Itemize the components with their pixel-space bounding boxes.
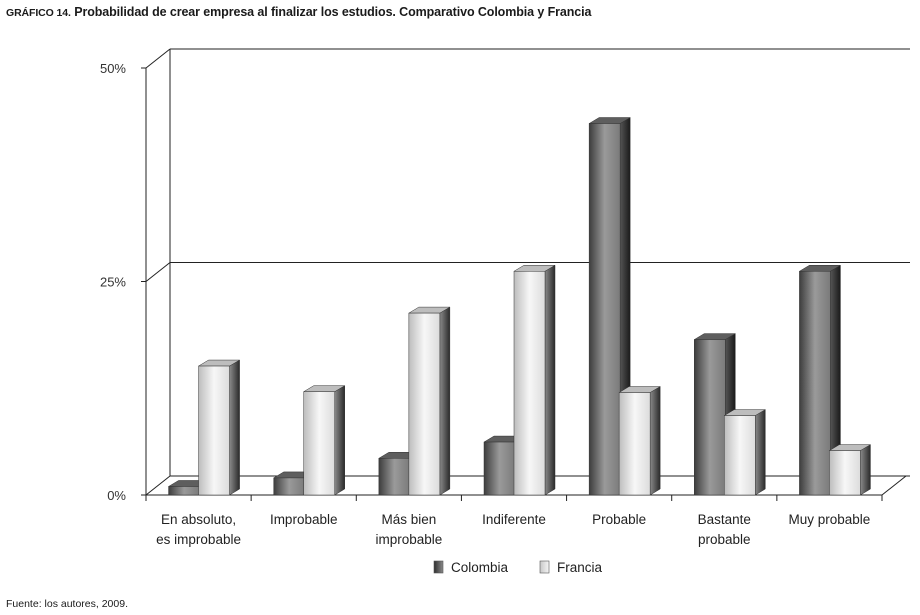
bar-side-face — [229, 359, 240, 496]
y-axis: 0% 25% 50% — [100, 48, 171, 503]
bar-front-face — [513, 271, 546, 496]
x-tick-label-line: Probable — [592, 512, 646, 527]
x-tick-label: En absoluto, es improbable — [156, 512, 241, 547]
floor-edge — [881, 475, 907, 496]
x-tick-label-line: Improbable — [270, 512, 338, 527]
x-tick-label-line: improbable — [375, 532, 442, 547]
bar-colombia — [588, 117, 632, 496]
bar-series — [167, 117, 872, 496]
legend-label-colombia: Colombia — [451, 560, 509, 575]
bar-front-face — [483, 441, 516, 496]
y-tick-diagonal — [145, 262, 171, 282]
bar-front-face — [588, 123, 621, 496]
x-tick-label-line: Muy probable — [789, 512, 871, 527]
bar-francia — [828, 444, 872, 496]
bar-francia — [197, 359, 241, 496]
bar-side-face — [334, 385, 345, 496]
bar-colombia — [798, 264, 842, 496]
x-tick-label-line: Indiferente — [482, 512, 546, 527]
chart-title: GRÁFICO 14. Probabilidad de crear empres… — [6, 5, 591, 19]
x-tick-label: Indiferente — [482, 512, 546, 527]
x-axis-labels: En absoluto, es improbable Improbable Más b… — [156, 512, 870, 547]
bar-side-face — [860, 444, 871, 496]
bar-francia — [513, 264, 556, 496]
bar-front-face — [618, 392, 651, 496]
x-tick-label-line: Más bien — [381, 512, 436, 527]
x-tick-label-line: es improbable — [156, 532, 241, 547]
bar-francia — [407, 306, 451, 496]
bar-front-face — [198, 365, 230, 496]
bar-front-face — [799, 271, 831, 496]
bar-francia — [618, 386, 662, 496]
bar-front-face — [724, 415, 756, 496]
x-tick-label: Improbable — [270, 512, 338, 527]
bar-front-face — [378, 458, 411, 496]
x-tick-label-line: probable — [698, 532, 751, 547]
figure-number: GRÁFICO 14. — [6, 7, 71, 19]
bar-side-face — [439, 306, 451, 496]
x-tick-label-line: En absoluto, — [161, 512, 236, 527]
legend-label-francia: Francia — [557, 560, 603, 575]
bar-front-face — [168, 486, 200, 496]
y-tick-diagonal — [145, 48, 171, 69]
bar-front-face — [829, 450, 861, 496]
y-tick-label: 0% — [107, 488, 126, 503]
legend-swatch-francia — [539, 560, 550, 574]
y-tick-label: 50% — [100, 61, 126, 76]
legend: Colombia Francia — [433, 560, 603, 575]
source-note: Fuente: los autores, 2009. — [6, 598, 128, 610]
bar-front-face — [303, 391, 335, 496]
y-tick-diagonal — [145, 475, 171, 496]
bar-francia — [302, 385, 346, 496]
bar-side-face — [755, 409, 766, 496]
legend-swatch-colombia — [433, 560, 444, 574]
bar-front-face — [273, 477, 305, 496]
y-tick-label: 25% — [100, 275, 126, 290]
x-tick-label-line: Bastante — [698, 512, 751, 527]
bar-side-face — [649, 386, 661, 496]
bar-side-face — [544, 264, 556, 496]
chart-title-text: Probabilidad de crear empresa al finaliz… — [74, 5, 592, 19]
bar-front-face — [408, 312, 441, 496]
x-tick-label: Bastante probable — [698, 512, 751, 547]
x-tick-label: Muy probable — [789, 512, 871, 527]
bar-francia — [723, 409, 767, 496]
bar-front-face — [694, 339, 726, 496]
x-tick-label: Probable — [592, 512, 646, 527]
x-tick-label: Más bien improbable — [375, 512, 442, 547]
